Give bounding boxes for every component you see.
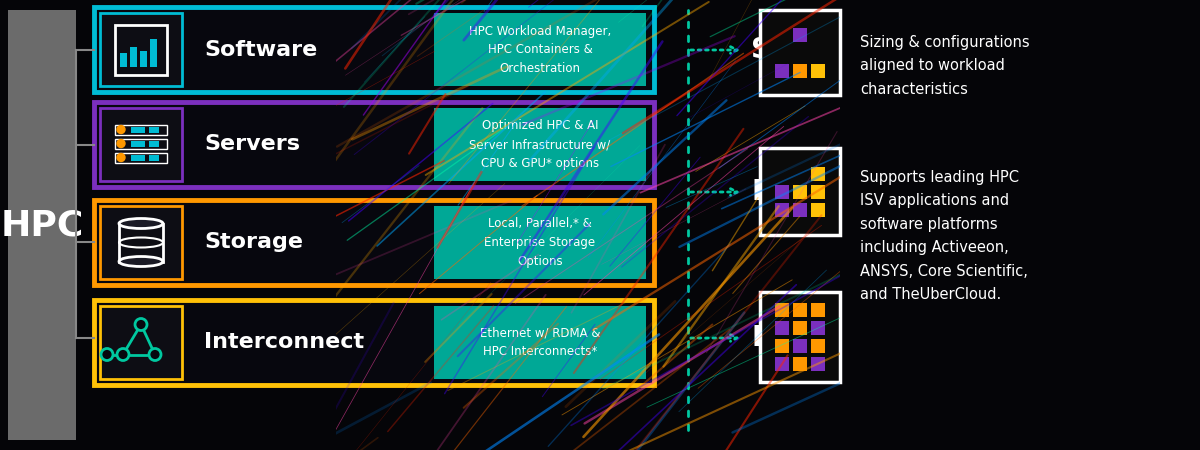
Bar <box>120 53 127 67</box>
Circle shape <box>118 153 125 162</box>
Bar <box>793 202 808 216</box>
FancyBboxPatch shape <box>760 292 840 382</box>
Bar <box>811 357 826 371</box>
Bar <box>115 24 167 75</box>
FancyBboxPatch shape <box>94 7 654 92</box>
Bar <box>149 126 158 132</box>
Bar <box>775 63 790 77</box>
Circle shape <box>149 348 161 360</box>
Bar <box>811 63 826 77</box>
Bar <box>119 224 163 261</box>
Bar <box>793 339 808 353</box>
FancyBboxPatch shape <box>760 148 840 235</box>
Bar <box>811 321 826 335</box>
Bar <box>150 39 157 67</box>
Bar <box>775 321 790 335</box>
Bar <box>775 303 790 317</box>
Bar <box>811 303 826 317</box>
Ellipse shape <box>119 256 163 266</box>
Bar <box>775 339 790 353</box>
Text: HPC Workload Manager,
HPC Containers &
Orchestration: HPC Workload Manager, HPC Containers & O… <box>469 24 611 75</box>
Text: Software: Software <box>204 40 317 59</box>
Bar <box>793 321 808 335</box>
Bar <box>131 126 145 132</box>
Text: L: L <box>751 324 769 352</box>
Text: Servers: Servers <box>204 135 300 154</box>
Bar <box>793 184 808 198</box>
FancyBboxPatch shape <box>100 108 182 181</box>
Bar <box>811 166 826 180</box>
Bar <box>115 139 167 148</box>
Text: M: M <box>751 178 779 206</box>
Bar <box>811 202 826 216</box>
Bar <box>115 125 167 135</box>
Text: S: S <box>751 36 772 64</box>
Bar <box>811 184 826 198</box>
Bar <box>131 154 145 161</box>
Bar <box>131 140 145 147</box>
Bar <box>793 303 808 317</box>
Text: HPC: HPC <box>0 208 84 242</box>
Ellipse shape <box>119 219 163 229</box>
Circle shape <box>101 348 113 360</box>
Text: Local, Parallel,* &
Enterprise Storage
Options: Local, Parallel,* & Enterprise Storage O… <box>485 217 595 267</box>
Text: Ethernet w/ RDMA &
HPC Interconnects*: Ethernet w/ RDMA & HPC Interconnects* <box>480 327 600 358</box>
Text: Optimized HPC & AI
Server Infrastructure w/
CPU & GPU* options: Optimized HPC & AI Server Infrastructure… <box>469 120 611 170</box>
Bar <box>775 184 790 198</box>
Circle shape <box>118 348 130 360</box>
Text: Storage: Storage <box>204 233 302 252</box>
FancyBboxPatch shape <box>760 10 840 95</box>
Bar <box>140 50 148 67</box>
Bar <box>115 153 167 162</box>
Text: Sizing & configurations
aligned to workload
characteristics: Sizing & configurations aligned to workl… <box>860 35 1030 97</box>
FancyBboxPatch shape <box>100 206 182 279</box>
FancyBboxPatch shape <box>94 200 654 285</box>
Text: Interconnect: Interconnect <box>204 333 364 352</box>
Bar <box>793 63 808 77</box>
Bar <box>8 10 76 440</box>
Bar <box>130 46 137 67</box>
Bar <box>775 357 790 371</box>
FancyBboxPatch shape <box>94 300 654 385</box>
FancyBboxPatch shape <box>434 306 646 379</box>
Circle shape <box>134 319 148 330</box>
Bar <box>149 154 158 161</box>
Circle shape <box>118 140 125 148</box>
Text: Supports leading HPC
ISV applications and
software platforms
including Activeeon: Supports leading HPC ISV applications an… <box>860 170 1028 302</box>
Circle shape <box>118 126 125 134</box>
Bar <box>793 357 808 371</box>
FancyBboxPatch shape <box>434 108 646 181</box>
FancyBboxPatch shape <box>434 13 646 86</box>
FancyBboxPatch shape <box>100 306 182 379</box>
Bar <box>811 339 826 353</box>
Bar <box>149 140 158 147</box>
FancyBboxPatch shape <box>94 102 654 187</box>
Bar <box>793 27 808 41</box>
Bar <box>775 202 790 216</box>
FancyBboxPatch shape <box>100 13 182 86</box>
FancyBboxPatch shape <box>434 206 646 279</box>
